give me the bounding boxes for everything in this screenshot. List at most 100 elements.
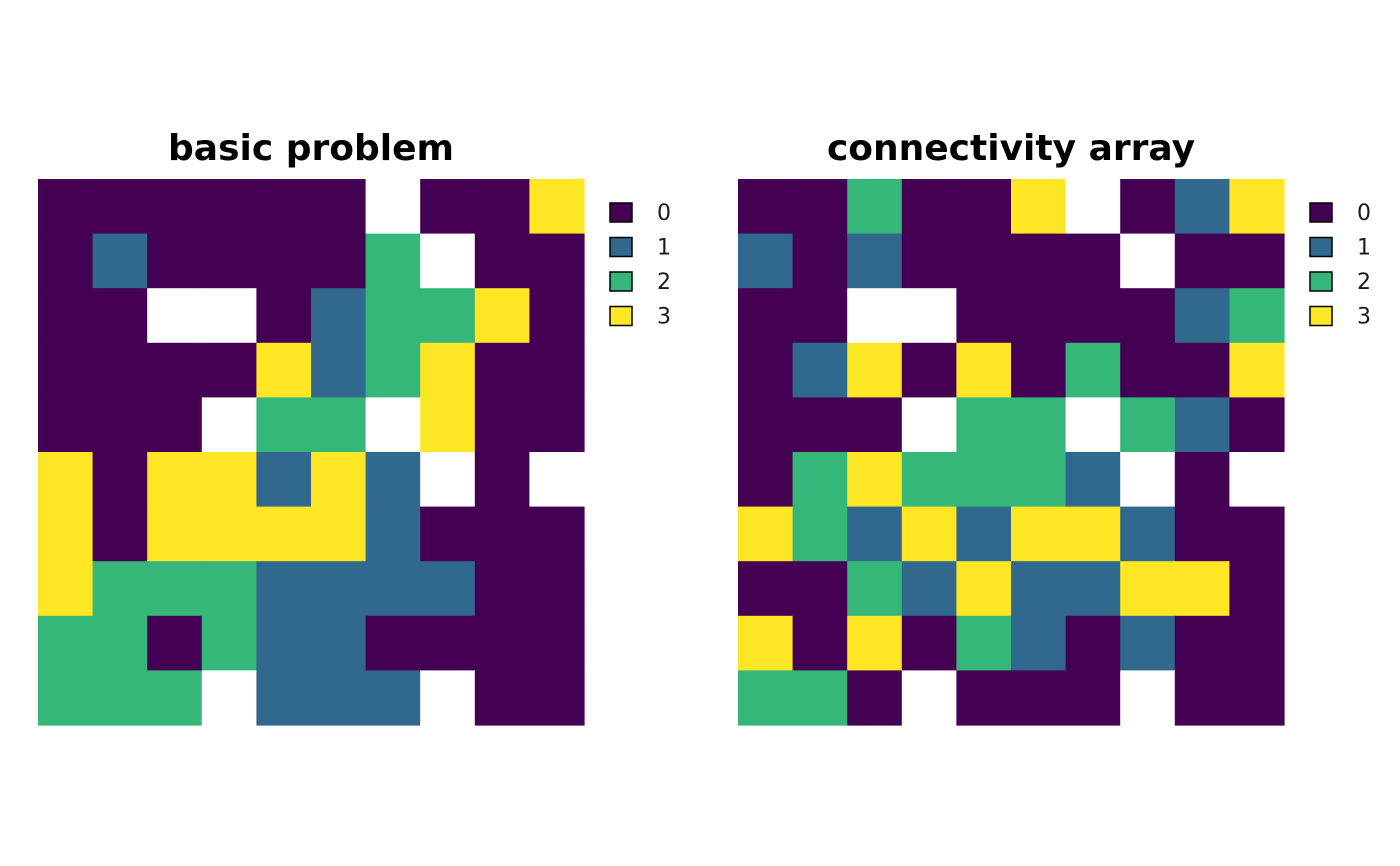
heatmap-cell-2 xyxy=(147,670,203,726)
legend-label: 1 xyxy=(657,236,671,261)
heatmap-cell-3 xyxy=(201,452,257,508)
heatmap-cell-3 xyxy=(201,506,257,562)
heatmap-cell-0 xyxy=(256,233,312,289)
heatmap-cell-0 xyxy=(365,615,421,671)
heatmap-cell-1 xyxy=(311,561,367,617)
heatmap-cell-0 xyxy=(792,179,848,235)
heatmap-cell-3 xyxy=(847,342,903,398)
heatmap-cell-1 xyxy=(1174,288,1230,344)
heatmap-cell-2 xyxy=(956,452,1012,508)
legend-key-3 xyxy=(609,305,633,327)
heatmap-cell-2 xyxy=(738,670,794,726)
heatmap-cell-2 xyxy=(1065,342,1121,398)
heatmap-cell-0 xyxy=(738,452,794,508)
legend-key-2 xyxy=(1309,271,1333,292)
heatmap-cell-0 xyxy=(92,397,148,453)
legend: 0 1 2 3 xyxy=(609,201,671,330)
heatmap-cell-3 xyxy=(474,288,530,344)
heatmap-cell-3 xyxy=(901,506,957,562)
heatmap-cell-2 xyxy=(38,670,94,726)
heatmap-cell-2 xyxy=(847,561,903,617)
heatmap-cell-2 xyxy=(201,615,257,671)
heatmap-cell-0 xyxy=(956,233,1012,289)
heatmap-cell-0 xyxy=(1120,342,1176,398)
heatmap-cell-2 xyxy=(365,233,421,289)
heatmap-cell-2 xyxy=(147,561,203,617)
heatmap-cell-0 xyxy=(1011,342,1067,398)
heatmap-cell-0 xyxy=(1229,233,1285,289)
heatmap-cell-0 xyxy=(529,615,585,671)
heatmap-cell-2 xyxy=(956,615,1012,671)
heatmap-cell-0 xyxy=(1229,397,1285,453)
heatmap-cell-3 xyxy=(420,397,476,453)
heatmap-cell-2 xyxy=(92,615,148,671)
heatmap-cell-2 xyxy=(201,561,257,617)
heatmap-cell-0 xyxy=(1174,342,1230,398)
heatmap-cell-3 xyxy=(147,506,203,562)
heatmap-cell-2 xyxy=(792,506,848,562)
heatmap-cell-0 xyxy=(792,233,848,289)
legend-label: 0 xyxy=(657,201,671,226)
heatmap-cell-1 xyxy=(256,561,312,617)
legend-label: 3 xyxy=(1357,305,1371,330)
heatmap-cell-1 xyxy=(256,615,312,671)
heatmap-cell-0 xyxy=(738,179,794,235)
heatmap-cell-empty xyxy=(901,397,957,453)
heatmap-cell-empty xyxy=(1120,670,1176,726)
heatmap-cell-0 xyxy=(529,506,585,562)
heatmap-cell-3 xyxy=(1120,561,1176,617)
heatmap-cell-empty xyxy=(901,288,957,344)
heatmap-cell-2 xyxy=(792,452,848,508)
heatmap-cell-3 xyxy=(847,452,903,508)
heatmap-cell-0 xyxy=(474,615,530,671)
panel-basic-problem: basic problem 0 1 2 3 xyxy=(38,128,671,726)
heatmap-cell-1 xyxy=(738,233,794,289)
heatmap-cell-1 xyxy=(311,670,367,726)
heatmap-cell-2 xyxy=(38,615,94,671)
heatmap-cell-empty xyxy=(201,670,257,726)
heatmap-cell-0 xyxy=(311,179,367,235)
heatmap-cell-empty xyxy=(1120,233,1176,289)
heatmap-cell-0 xyxy=(1011,233,1067,289)
heatmap-cell-0 xyxy=(1229,615,1285,671)
heatmap-cell-0 xyxy=(529,561,585,617)
heatmap-cell-1 xyxy=(365,561,421,617)
heatmap-cell-0 xyxy=(147,615,203,671)
heatmap-cell-0 xyxy=(38,397,94,453)
chart-title: basic problem xyxy=(168,128,454,169)
heatmap-cell-empty xyxy=(201,397,257,453)
heatmap-cell-empty xyxy=(365,179,421,235)
heatmap-cell-3 xyxy=(38,452,94,508)
heatmap-cell-0 xyxy=(738,561,794,617)
heatmap-cell-0 xyxy=(92,342,148,398)
heatmap-cell-0 xyxy=(38,179,94,235)
heatmap-cell-0 xyxy=(901,342,957,398)
heatmap-cell-2 xyxy=(1120,397,1176,453)
heatmap-cell-2 xyxy=(92,561,148,617)
heatmap-cell-0 xyxy=(92,452,148,508)
heatmap-cell-0 xyxy=(792,615,848,671)
heatmap-cell-empty xyxy=(529,452,585,508)
heatmap-cell-0 xyxy=(474,452,530,508)
heatmap-cell-2 xyxy=(792,670,848,726)
heatmap-cell-0 xyxy=(529,397,585,453)
heatmap-cells xyxy=(38,179,585,726)
heatmap-cell-0 xyxy=(311,233,367,289)
heatmap-cell-0 xyxy=(201,342,257,398)
heatmap-cell-0 xyxy=(1065,670,1121,726)
heatmap-cell-0 xyxy=(792,288,848,344)
heatmap-cell-0 xyxy=(1229,506,1285,562)
heatmap-cell-0 xyxy=(1174,452,1230,508)
heatmap-cell-0 xyxy=(1174,615,1230,671)
heatmap-cell-0 xyxy=(1011,670,1067,726)
heatmap-cell-0 xyxy=(147,397,203,453)
heatmap-cell-3 xyxy=(1011,506,1067,562)
heatmap-cell-0 xyxy=(1229,670,1285,726)
heatmap-cell-0 xyxy=(256,179,312,235)
heatmap-cell-3 xyxy=(956,342,1012,398)
heatmap-cell-3 xyxy=(1229,179,1285,235)
heatmap-cell-0 xyxy=(1174,670,1230,726)
panel-connectivity-array: connectivity array 0 1 2 3 xyxy=(738,128,1371,726)
heatmap-cell-1 xyxy=(792,342,848,398)
